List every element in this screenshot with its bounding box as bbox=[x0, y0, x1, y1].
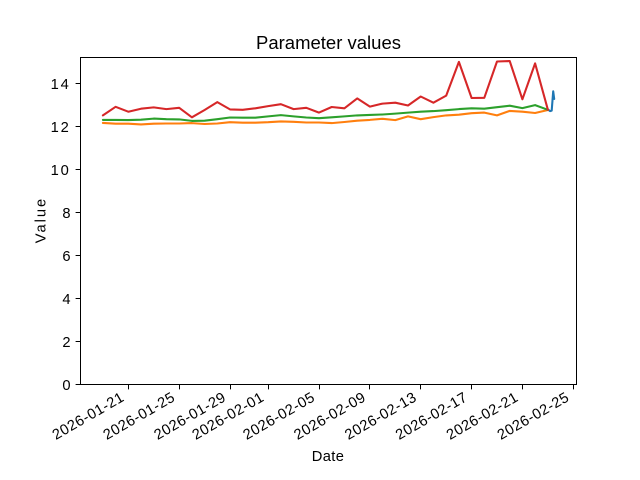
svg-text:10: 10 bbox=[51, 163, 71, 179]
svg-text:6: 6 bbox=[62, 249, 70, 265]
svg-text:0: 0 bbox=[62, 378, 70, 394]
svg-text:2: 2 bbox=[62, 335, 70, 351]
svg-text:8: 8 bbox=[62, 206, 70, 222]
svg-text:12: 12 bbox=[51, 120, 71, 136]
svg-text:Date: Date bbox=[312, 449, 345, 465]
svg-text:Parameter values: Parameter values bbox=[256, 32, 401, 53]
svg-text:14: 14 bbox=[51, 77, 71, 93]
svg-text:4: 4 bbox=[62, 292, 70, 308]
svg-text:Value: Value bbox=[34, 197, 50, 243]
